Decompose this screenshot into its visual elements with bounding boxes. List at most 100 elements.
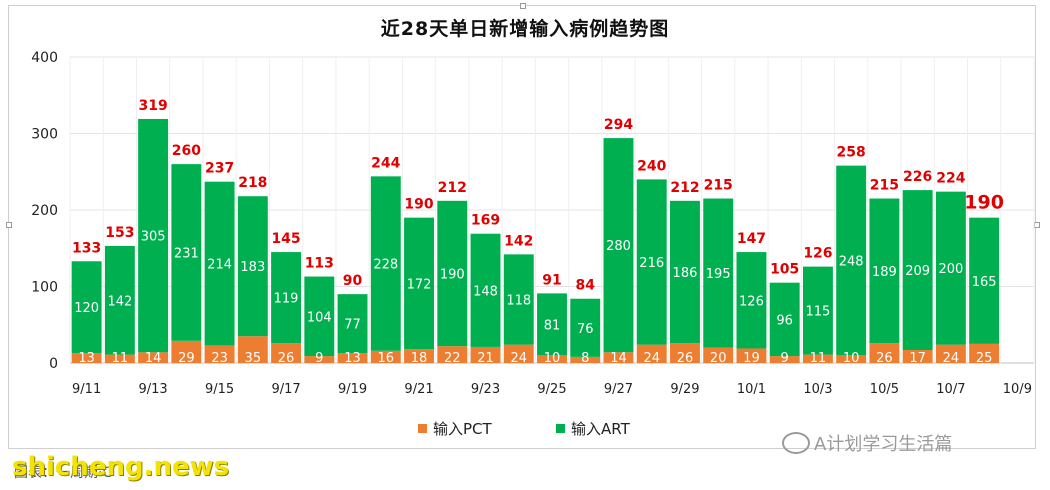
bar-pct [537, 355, 567, 363]
data-label-art: 214 [207, 258, 232, 273]
bar-pct [969, 343, 1000, 363]
data-label-total: 294 [604, 117, 633, 133]
data-label-art: 76 [577, 322, 594, 337]
data-label-total: 212 [670, 180, 699, 196]
bar-art [437, 200, 468, 347]
bar-art [337, 294, 368, 354]
bar-pct [370, 350, 401, 363]
x-tick-label: 9/21 [404, 382, 433, 397]
bar-art [370, 176, 401, 351]
data-label-total: 126 [803, 246, 832, 262]
watermark-text: A计划学习生活篇 [814, 434, 953, 455]
data-label-art: 77 [344, 318, 361, 333]
data-label-total: 237 [205, 161, 234, 177]
x-tick-label: 9/27 [604, 382, 633, 397]
bar-art [670, 200, 700, 344]
bar-art [304, 276, 335, 357]
legend-swatch-pct [418, 424, 427, 433]
legend-item-art: 输入ART [556, 418, 630, 439]
data-label-pct: 26 [278, 351, 295, 366]
bar-art [869, 198, 900, 344]
x-tick-label: 9/29 [670, 382, 699, 397]
data-label-total: 145 [271, 231, 300, 247]
data-label-pct: 11 [810, 351, 827, 366]
bar-art [636, 179, 667, 345]
bar-pct [670, 343, 700, 363]
bar-pct [470, 346, 501, 363]
data-label-pct: 8 [581, 351, 589, 366]
wechat-icon [782, 432, 810, 454]
data-label-pct: 11 [112, 351, 129, 366]
bar-art [902, 190, 933, 350]
bar-pct [437, 346, 468, 363]
bar-art [204, 181, 235, 346]
y-tick-label: 300 [31, 127, 58, 143]
bar-art [703, 198, 734, 348]
resize-handle-top[interactable] [520, 3, 526, 9]
data-label-total: 169 [471, 213, 500, 229]
y-tick-label: 200 [31, 203, 58, 219]
data-label-art: 119 [274, 292, 299, 307]
data-label-art: 195 [706, 267, 731, 282]
bar-art [836, 165, 867, 356]
data-label-pct: 21 [477, 351, 494, 366]
x-tick-label: 9/23 [471, 382, 500, 397]
data-label-total: 190 [404, 197, 433, 213]
data-label-total: 218 [238, 175, 267, 191]
data-label-total: 244 [371, 155, 400, 171]
bar-art [470, 233, 501, 347]
data-label-art: 148 [473, 284, 498, 299]
bar-art [503, 254, 534, 345]
data-label-total: 84 [575, 278, 595, 294]
bar-pct [769, 356, 800, 363]
x-tick-label: 9/11 [72, 382, 101, 397]
data-label-total: 113 [305, 256, 334, 272]
bar-pct [802, 354, 833, 363]
data-label-total: 240 [637, 158, 666, 174]
bar-pct [603, 352, 634, 363]
bar-art [935, 191, 966, 345]
legend-swatch-art [556, 424, 565, 433]
bar-pct [204, 345, 235, 363]
data-label-total: 258 [837, 145, 866, 161]
data-label-total: 190 [964, 192, 1004, 214]
data-label-art: 231 [174, 246, 199, 261]
data-label-art: 183 [240, 260, 265, 275]
x-tick-label: 10/5 [870, 382, 899, 397]
x-tick-label: 10/3 [803, 382, 832, 397]
data-label-art: 209 [905, 264, 930, 279]
bar-art [171, 164, 202, 341]
data-label-pct: 24 [510, 351, 527, 366]
data-label-total: 212 [438, 180, 467, 196]
data-label-pct: 22 [444, 351, 461, 366]
legend-label-art: 输入ART [571, 420, 630, 438]
data-label-pct: 13 [344, 351, 361, 366]
data-label-total: 91 [542, 272, 561, 288]
data-label-pct: 17 [909, 351, 926, 366]
bar-pct [404, 349, 434, 363]
data-label-pct: 13 [78, 351, 95, 366]
x-tick-label: 10/1 [737, 382, 766, 397]
data-label-pct: 10 [544, 351, 561, 366]
data-label-art: 200 [938, 262, 963, 277]
data-label-art: 104 [307, 310, 332, 325]
data-label-pct: 14 [145, 351, 162, 366]
data-label-art: 165 [972, 275, 997, 290]
x-tick-label: 9/17 [271, 382, 300, 397]
bar-art [104, 245, 135, 355]
data-label-pct: 9 [781, 351, 789, 366]
resize-handle-left[interactable] [6, 222, 12, 228]
bar-art [969, 217, 1000, 344]
data-label-pct: 24 [643, 351, 660, 366]
data-label-art: 305 [141, 230, 166, 245]
bar-pct [503, 344, 534, 363]
legend-item-pct: 输入PCT [418, 418, 492, 439]
bar-pct [237, 336, 268, 363]
data-label-total: 215 [870, 178, 899, 194]
data-label-art: 190 [440, 267, 465, 282]
bar-pct [869, 343, 900, 363]
data-label-art: 248 [839, 254, 864, 269]
data-label-pct: 18 [411, 351, 428, 366]
bar-pct [736, 348, 767, 363]
bar-art [802, 266, 833, 355]
